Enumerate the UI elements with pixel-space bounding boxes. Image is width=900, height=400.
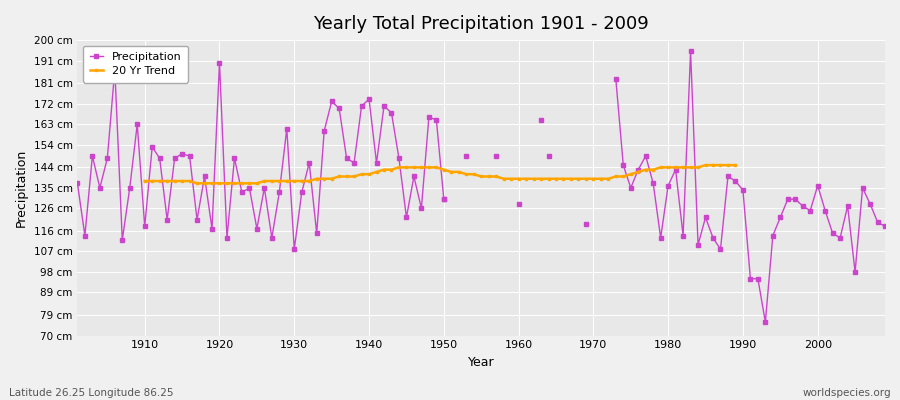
- 20 Yr Trend: [409, 165, 419, 170]
- 20 Yr Trend: [551, 176, 562, 181]
- 20 Yr Trend: [700, 163, 711, 168]
- X-axis label: Year: Year: [468, 356, 494, 369]
- Precipitation: [879, 224, 890, 229]
- Precipitation: [610, 76, 621, 81]
- Y-axis label: Precipitation: Precipitation: [15, 149, 28, 227]
- Precipitation: [296, 190, 307, 195]
- Legend: Precipitation, 20 Yr Trend: Precipitation, 20 Yr Trend: [83, 46, 188, 82]
- Precipitation: [131, 122, 142, 127]
- Line: 20 Yr Trend: 20 Yr Trend: [143, 164, 737, 185]
- Title: Yearly Total Precipitation 1901 - 2009: Yearly Total Precipitation 1901 - 2009: [313, 15, 649, 33]
- 20 Yr Trend: [670, 165, 681, 170]
- 20 Yr Trend: [499, 176, 509, 181]
- 20 Yr Trend: [192, 181, 202, 186]
- Text: worldspecies.org: worldspecies.org: [803, 388, 891, 398]
- 20 Yr Trend: [528, 176, 539, 181]
- Precipitation: [341, 156, 352, 161]
- 20 Yr Trend: [730, 163, 741, 168]
- Text: Latitude 26.25 Longitude 86.25: Latitude 26.25 Longitude 86.25: [9, 388, 174, 398]
- 20 Yr Trend: [140, 179, 150, 184]
- Line: Precipitation: Precipitation: [76, 50, 886, 324]
- Precipitation: [72, 181, 83, 186]
- 20 Yr Trend: [506, 176, 517, 181]
